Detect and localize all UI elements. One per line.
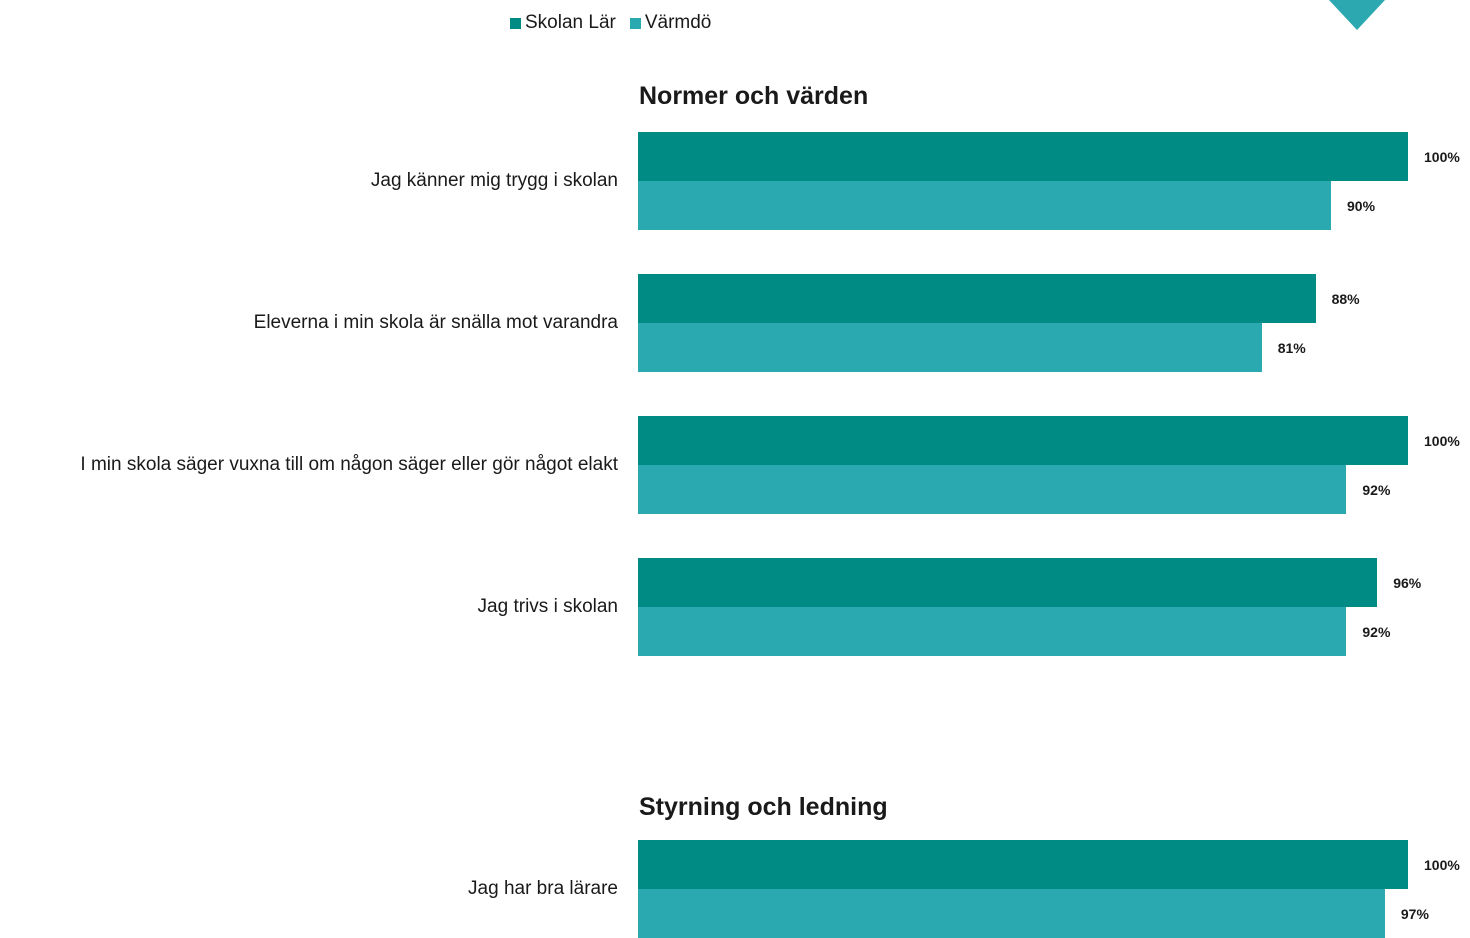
- legend-swatch-varmdo: [629, 17, 641, 29]
- data-label: 100%: [1424, 856, 1460, 873]
- data-label: 90%: [1347, 197, 1376, 214]
- logo-triangle-icon: [1329, 0, 1385, 30]
- legend-item-varmdo: Värmdö: [629, 12, 712, 34]
- bar-varmdo: [638, 181, 1331, 230]
- category-label: Jag känner mig trygg i skolan: [370, 170, 618, 191]
- bar-varmdo: [638, 607, 1347, 656]
- bar-skolan: [638, 132, 1408, 181]
- bar-skolan: [638, 416, 1408, 465]
- data-label: 88%: [1331, 290, 1360, 307]
- data-label: 100%: [1424, 432, 1460, 449]
- bar-skolan: [638, 840, 1408, 889]
- data-label: 92%: [1362, 481, 1391, 498]
- legend: Skolan Lär Värmdö: [510, 12, 725, 34]
- legend-item-skolan: Skolan Lär: [510, 12, 616, 34]
- category-label: Jag trivs i skolan: [477, 596, 618, 617]
- data-label: 92%: [1362, 623, 1391, 640]
- legend-label-skolan: Skolan Lär: [525, 12, 616, 33]
- section-title: Normer och värden: [639, 82, 869, 110]
- legend-label-varmdo: Värmdö: [644, 12, 712, 33]
- category-label: Eleverna i min skola är snälla mot varan…: [253, 312, 618, 333]
- bar-varmdo: [638, 465, 1347, 514]
- data-label: 97%: [1400, 905, 1429, 922]
- bar-varmdo: [638, 889, 1385, 938]
- category-label: Jag har bra lärare: [468, 878, 618, 899]
- data-label: 100%: [1424, 148, 1460, 165]
- data-label: 81%: [1277, 339, 1306, 356]
- category-label: I min skola säger vuxna till om någon sä…: [80, 454, 618, 475]
- legend-swatch-skolan: [510, 17, 521, 29]
- section-title: Styrning och ledning: [639, 793, 888, 821]
- bar-skolan: [638, 274, 1316, 323]
- bar-skolan: [638, 558, 1378, 607]
- data-label: 96%: [1393, 574, 1422, 591]
- bar-varmdo: [638, 323, 1262, 372]
